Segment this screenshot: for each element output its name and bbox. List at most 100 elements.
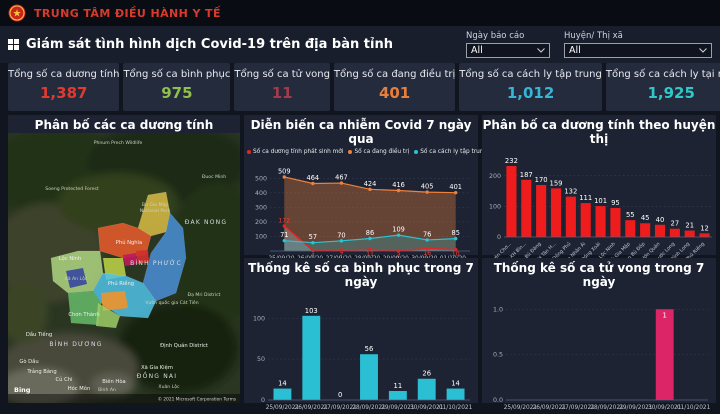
point-value-label: 76	[423, 230, 431, 238]
legend-item[interactable]: Số ca cách ly tập trung p...	[414, 149, 498, 155]
point-value-label: 85	[452, 229, 460, 237]
data-point[interactable]	[368, 236, 372, 241]
bar[interactable]	[655, 309, 674, 400]
map-place-label: Soeng Protected Forest	[45, 186, 99, 192]
map-attribution-bar	[8, 394, 240, 403]
card-value: 401	[378, 84, 411, 102]
vietnam-emblem-logo: ★	[8, 4, 26, 22]
data-point[interactable]	[311, 241, 315, 245]
data-point[interactable]	[368, 187, 372, 192]
data-point[interactable]	[396, 188, 401, 193]
point-value-label: 3	[397, 252, 401, 259]
data-point[interactable]	[339, 181, 344, 185]
bar[interactable]	[640, 223, 651, 237]
point-value-label: 70	[337, 231, 345, 239]
card-in-treatment: Tổng số ca đang điều trị 401	[333, 63, 456, 111]
bar[interactable]	[684, 230, 695, 237]
card-recovered: Tổng số ca bình phục 975	[123, 63, 231, 111]
data-point[interactable]	[454, 236, 458, 241]
card-positive: Tổng số ca dương tính 1,387	[8, 63, 120, 111]
bar[interactable]	[699, 233, 710, 237]
legend-label: Số ca đang điều trị	[354, 149, 410, 155]
data-point[interactable]	[425, 190, 429, 194]
svg-text:★: ★	[13, 9, 22, 20]
bar[interactable]	[610, 207, 621, 237]
map-place-label: Củ Chi	[56, 376, 73, 383]
card-label: Tổng số ca bình phục	[123, 69, 231, 80]
bar-value-label: 103	[305, 307, 318, 315]
legend-label: Số ca cách ly tập trung p...	[420, 149, 499, 155]
point-value-label: 16	[423, 250, 431, 257]
deaths-chart-panel: Thống kê số ca tử vong trong 7 ngày 0.0 0…	[482, 258, 716, 411]
map[interactable]: Phnum Prech Wildlife Soeng Protected Fore…	[8, 133, 240, 403]
map-place-label: Đạ Mri District	[188, 292, 221, 298]
y-tick: 400	[255, 190, 267, 197]
map-place-label: Chơn Thành	[68, 311, 99, 318]
district-polygon[interactable]	[142, 212, 187, 302]
stat-cards-row: Tổng số ca dương tính 1,387 Tổng số ca b…	[8, 63, 720, 111]
district-polygon[interactable]	[123, 253, 138, 266]
district-polygon[interactable]	[136, 250, 149, 264]
map-place-label: Xã An Lộc	[65, 275, 88, 282]
deaths-bar-chart: 0.00.51.025/09/202126/09/202127/09/20212…	[493, 306, 711, 411]
data-point[interactable]	[454, 247, 458, 252]
district-chart-panel: Phân bố ca dương tính theo huyện thị 0 10…	[482, 115, 716, 269]
map-panel: Phân bố các ca dương tính	[8, 115, 240, 403]
data-point[interactable]	[311, 181, 315, 186]
app-title: TRUNG TÂM ĐIỀU HÀNH Y TẾ	[34, 6, 221, 20]
bar[interactable]	[417, 378, 436, 400]
legend-item[interactable]: Số ca đang điều trị	[348, 149, 409, 155]
data-point[interactable]	[282, 175, 286, 179]
grid-icon	[8, 39, 19, 50]
legend-item[interactable]: Số ca dương tính phát sinh mới	[247, 149, 343, 155]
map-attribution[interactable]: © 2021 Microsoft Corporation Terms	[158, 396, 237, 403]
data-point[interactable]	[396, 248, 401, 253]
bar-value-label: 187	[520, 171, 533, 179]
bar-value-label: 21	[685, 222, 694, 230]
point-value-label: 401	[449, 183, 462, 191]
point-value-label: 4	[311, 252, 315, 259]
bar-value-label: 101	[594, 197, 607, 205]
bar[interactable]	[595, 206, 606, 237]
district-polygon[interactable]	[68, 291, 101, 325]
point-value-label: 109	[392, 226, 405, 234]
bar[interactable]	[654, 224, 666, 237]
bar[interactable]	[536, 185, 547, 237]
bar[interactable]	[521, 179, 532, 237]
map-place-label: Định Quán District	[160, 342, 208, 349]
district-select[interactable]: All	[564, 43, 712, 58]
data-point[interactable]	[282, 224, 286, 228]
bar[interactable]	[580, 203, 591, 237]
bar[interactable]	[625, 220, 636, 237]
data-point[interactable]	[368, 247, 372, 252]
data-point[interactable]	[396, 233, 401, 237]
data-point[interactable]	[425, 238, 429, 242]
report-date-select[interactable]: All	[466, 43, 550, 58]
bar[interactable]	[302, 315, 321, 400]
line-chart-panel: Diễn biến ca nhiễm Covid 7 ngày qua Số c…	[244, 115, 498, 262]
district-polygon[interactable]	[97, 222, 152, 259]
map-place-label: Xuân Lộc	[158, 383, 180, 390]
data-point[interactable]	[425, 246, 429, 251]
bar-value-label: 14	[278, 380, 287, 388]
bar[interactable]	[669, 228, 680, 237]
card-label: Tổng số ca dương tính	[8, 69, 120, 80]
data-point[interactable]	[282, 238, 286, 243]
bar[interactable]	[273, 388, 292, 400]
legend-dot	[348, 150, 353, 154]
district-polygon[interactable]	[101, 291, 128, 311]
bar[interactable]	[446, 388, 465, 400]
district-polygon[interactable]	[96, 303, 120, 328]
district-polygon[interactable]	[66, 268, 87, 288]
bar[interactable]	[565, 196, 576, 237]
bar[interactable]	[388, 391, 407, 400]
y-tick: 50	[257, 356, 265, 363]
bar-value-label: 40	[656, 216, 665, 224]
y-tick: 0	[497, 234, 501, 241]
data-point[interactable]	[454, 190, 458, 195]
data-point[interactable]	[339, 239, 344, 243]
bar[interactable]	[360, 354, 378, 400]
bar[interactable]	[550, 188, 562, 237]
bar[interactable]	[506, 166, 517, 237]
